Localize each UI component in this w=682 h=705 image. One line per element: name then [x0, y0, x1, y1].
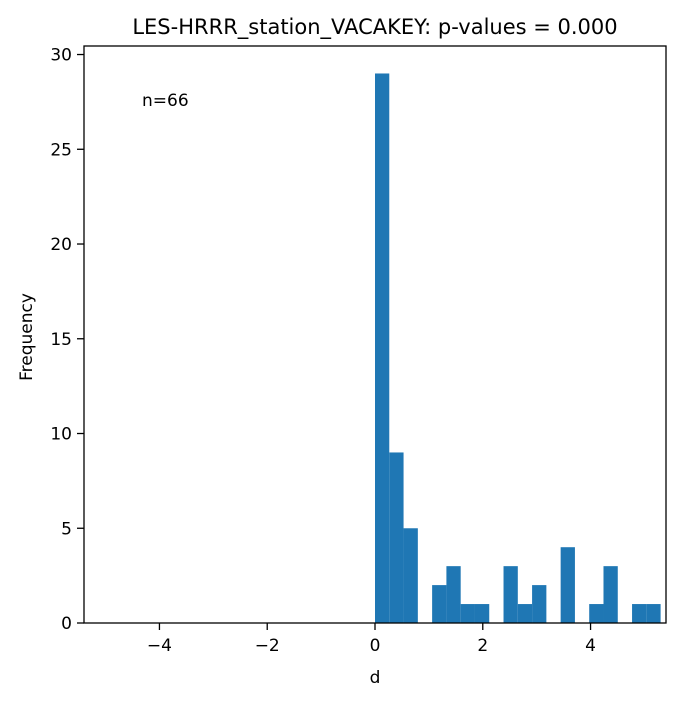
histogram-bar — [532, 585, 547, 623]
y-tick-label: 0 — [61, 614, 72, 634]
histogram-bar — [460, 604, 475, 623]
histogram-bar — [432, 585, 447, 623]
y-axis-label: Frequency — [17, 293, 37, 381]
chart-title: LES-HRRR_station_VACAKEY: p-values = 0.0… — [132, 15, 617, 40]
x-tick-label: 4 — [585, 636, 596, 656]
bars-group — [375, 73, 661, 623]
histogram-bar — [632, 604, 647, 623]
x-axis-ticks: −4 −2 0 2 4 — [147, 623, 596, 656]
y-axis-ticks: 0 5 10 15 20 25 30 — [50, 46, 84, 634]
histogram-bar — [560, 547, 575, 623]
histogram-bar — [603, 566, 618, 623]
histogram-bar — [589, 604, 604, 623]
y-tick-label: 10 — [50, 425, 72, 445]
histogram-bar — [403, 528, 418, 623]
histogram-bar — [503, 566, 518, 623]
histogram-bar — [375, 73, 390, 623]
y-tick-label: 5 — [61, 519, 72, 539]
histogram-bar — [389, 452, 404, 623]
x-tick-label: −2 — [255, 636, 280, 656]
y-tick-label: 25 — [50, 140, 72, 160]
y-tick-label: 15 — [50, 330, 72, 350]
histogram-bar — [517, 604, 533, 623]
x-axis-label: d — [370, 668, 381, 688]
x-tick-label: 0 — [370, 636, 381, 656]
y-tick-label: 20 — [50, 235, 72, 255]
x-tick-label: 2 — [477, 636, 488, 656]
histogram-bar — [446, 566, 461, 623]
histogram-bar — [474, 604, 490, 623]
x-tick-label: −4 — [147, 636, 172, 656]
y-tick-label: 30 — [50, 46, 72, 66]
histogram-bar — [646, 604, 661, 623]
sample-size-annotation: n=66 — [142, 91, 189, 111]
